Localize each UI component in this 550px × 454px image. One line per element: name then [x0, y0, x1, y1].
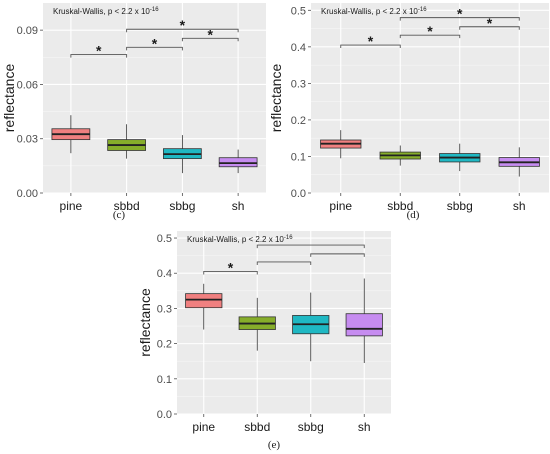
significance-star: * — [427, 23, 433, 39]
bracket-line — [340, 44, 401, 49]
box-body — [345, 313, 383, 337]
x-tick-label-pine: pine — [60, 199, 83, 213]
annotation-text: Kruskal-Wallis, p < 2.2 x 10 — [187, 235, 284, 244]
y-tick-label: 0.00 — [17, 188, 38, 200]
y-tick-label: 0.4 — [157, 268, 172, 280]
bracket-line — [126, 28, 239, 33]
y-tick-label: 0.2 — [291, 115, 306, 127]
significance-bracket — [256, 244, 365, 249]
bracket-line — [126, 46, 183, 51]
x-tick-label-sbbd: sbbd — [387, 199, 413, 213]
x-tick-label-pine: pine — [329, 199, 352, 213]
y-tick-label: 0.5 — [291, 5, 306, 17]
test-annotation: Kruskal-Wallis, p < 2.2 x 10-16 — [53, 7, 159, 16]
bracket-line — [256, 261, 312, 265]
box-pine — [185, 283, 223, 330]
y-tick-label: 0.1 — [157, 374, 172, 386]
x-tick-label-sh: sh — [358, 420, 371, 434]
x-tick-label-sbbd: sbbd — [114, 199, 140, 213]
box-sh — [498, 147, 540, 177]
x-tick-label-sbbg: sbbg — [447, 199, 473, 213]
x-tick-label-sbbg: sbbg — [298, 420, 324, 434]
test-annotation: Kruskal-Wallis, p < 2.2 x 10-16 — [321, 7, 427, 16]
significance-bracket: * — [70, 43, 128, 59]
annotation-exponent: -16 — [150, 7, 159, 13]
significance-bracket: * — [126, 17, 239, 33]
bracket-line — [181, 37, 239, 42]
panel-d: 0.0 0.1 0.2 0.3 0.4 0.5 reflectance pine sbbd sbb… — [268, 3, 549, 221]
significance-star: * — [368, 33, 374, 49]
significance-bracket: * — [340, 33, 401, 49]
box-sbbg — [439, 143, 481, 172]
box-body — [185, 293, 223, 309]
bracket-line — [399, 17, 520, 21]
box-sbbd — [238, 297, 276, 351]
y-tick-label: 0.0 — [291, 188, 306, 200]
significance-bracket — [310, 253, 365, 257]
panel-caption: (c) — [113, 209, 126, 221]
y-tick-label: 0.06 — [17, 79, 38, 91]
y-tick-label: 0.0 — [157, 409, 172, 421]
annotation-exponent: -16 — [284, 235, 293, 241]
panel-c: 0.00 0.03 0.06 0.09 reflectance pine sbbd sbbg s… — [1, 3, 266, 221]
significance-star: * — [487, 15, 493, 31]
x-tick-label-sbbg: sbbg — [169, 199, 195, 213]
box-sbbg — [163, 135, 202, 174]
x-tick-label-sh: sh — [513, 199, 526, 213]
test-annotation: Kruskal-Wallis, p < 2.2 x 10-16 — [187, 235, 293, 244]
y-tick-label: 0.2 — [157, 339, 172, 351]
box-sbbg — [292, 292, 330, 362]
panel-caption: (d) — [407, 209, 420, 221]
box-sbbd — [107, 124, 146, 159]
significance-star: * — [96, 43, 102, 59]
box-body — [218, 157, 258, 168]
bracket-line — [399, 34, 461, 39]
y-axis-label: reflectance — [1, 64, 17, 133]
significance-bracket: * — [399, 23, 461, 39]
box-sh — [345, 278, 383, 363]
significance-star: * — [152, 35, 158, 51]
bracket-line — [256, 244, 365, 249]
significance-star: * — [180, 17, 186, 33]
bracket-line — [70, 54, 128, 58]
y-tick-label: 0.09 — [17, 25, 38, 37]
panel-e: 0.0 0.1 0.2 0.3 0.4 0.5 reflectance pine sbbd sbb… — [137, 231, 391, 451]
y-axis-label: reflectance — [268, 64, 284, 133]
y-tick-label: 0.4 — [291, 42, 306, 54]
box-pine — [320, 130, 362, 159]
y-tick-label: 0.03 — [17, 134, 38, 146]
x-tick-label-sbbd: sbbd — [244, 420, 270, 434]
significance-star: * — [228, 259, 234, 275]
y-axis-label: reflectance — [137, 288, 153, 357]
bracket-line — [459, 26, 520, 30]
box-sbbd — [379, 145, 421, 166]
significance-bracket: * — [459, 15, 520, 31]
annotation-text: Kruskal-Wallis, p < 2.2 x 10 — [53, 7, 150, 16]
box-sh — [218, 149, 258, 174]
panel-caption: (e) — [268, 439, 281, 451]
significance-bracket: * — [399, 6, 520, 22]
significance-bracket: * — [203, 259, 258, 275]
bracket-line — [310, 253, 365, 257]
significance-bracket: * — [181, 26, 239, 42]
x-tick-label-sh: sh — [232, 199, 245, 213]
significance-star: * — [208, 26, 214, 42]
y-tick-label: 0.1 — [291, 151, 306, 163]
annotation-exponent: -16 — [418, 7, 427, 13]
y-tick-label: 0.3 — [291, 78, 306, 90]
annotation-text: Kruskal-Wallis, p < 2.2 x 10 — [321, 7, 418, 16]
bracket-line — [203, 271, 258, 275]
significance-bracket: * — [126, 35, 183, 51]
x-tick-label-pine: pine — [192, 420, 215, 434]
y-tick-label: 0.3 — [157, 303, 172, 315]
significance-star: * — [457, 6, 463, 22]
box-pine — [51, 115, 91, 154]
y-tick-label: 0.5 — [157, 233, 172, 245]
significance-bracket — [256, 261, 312, 265]
